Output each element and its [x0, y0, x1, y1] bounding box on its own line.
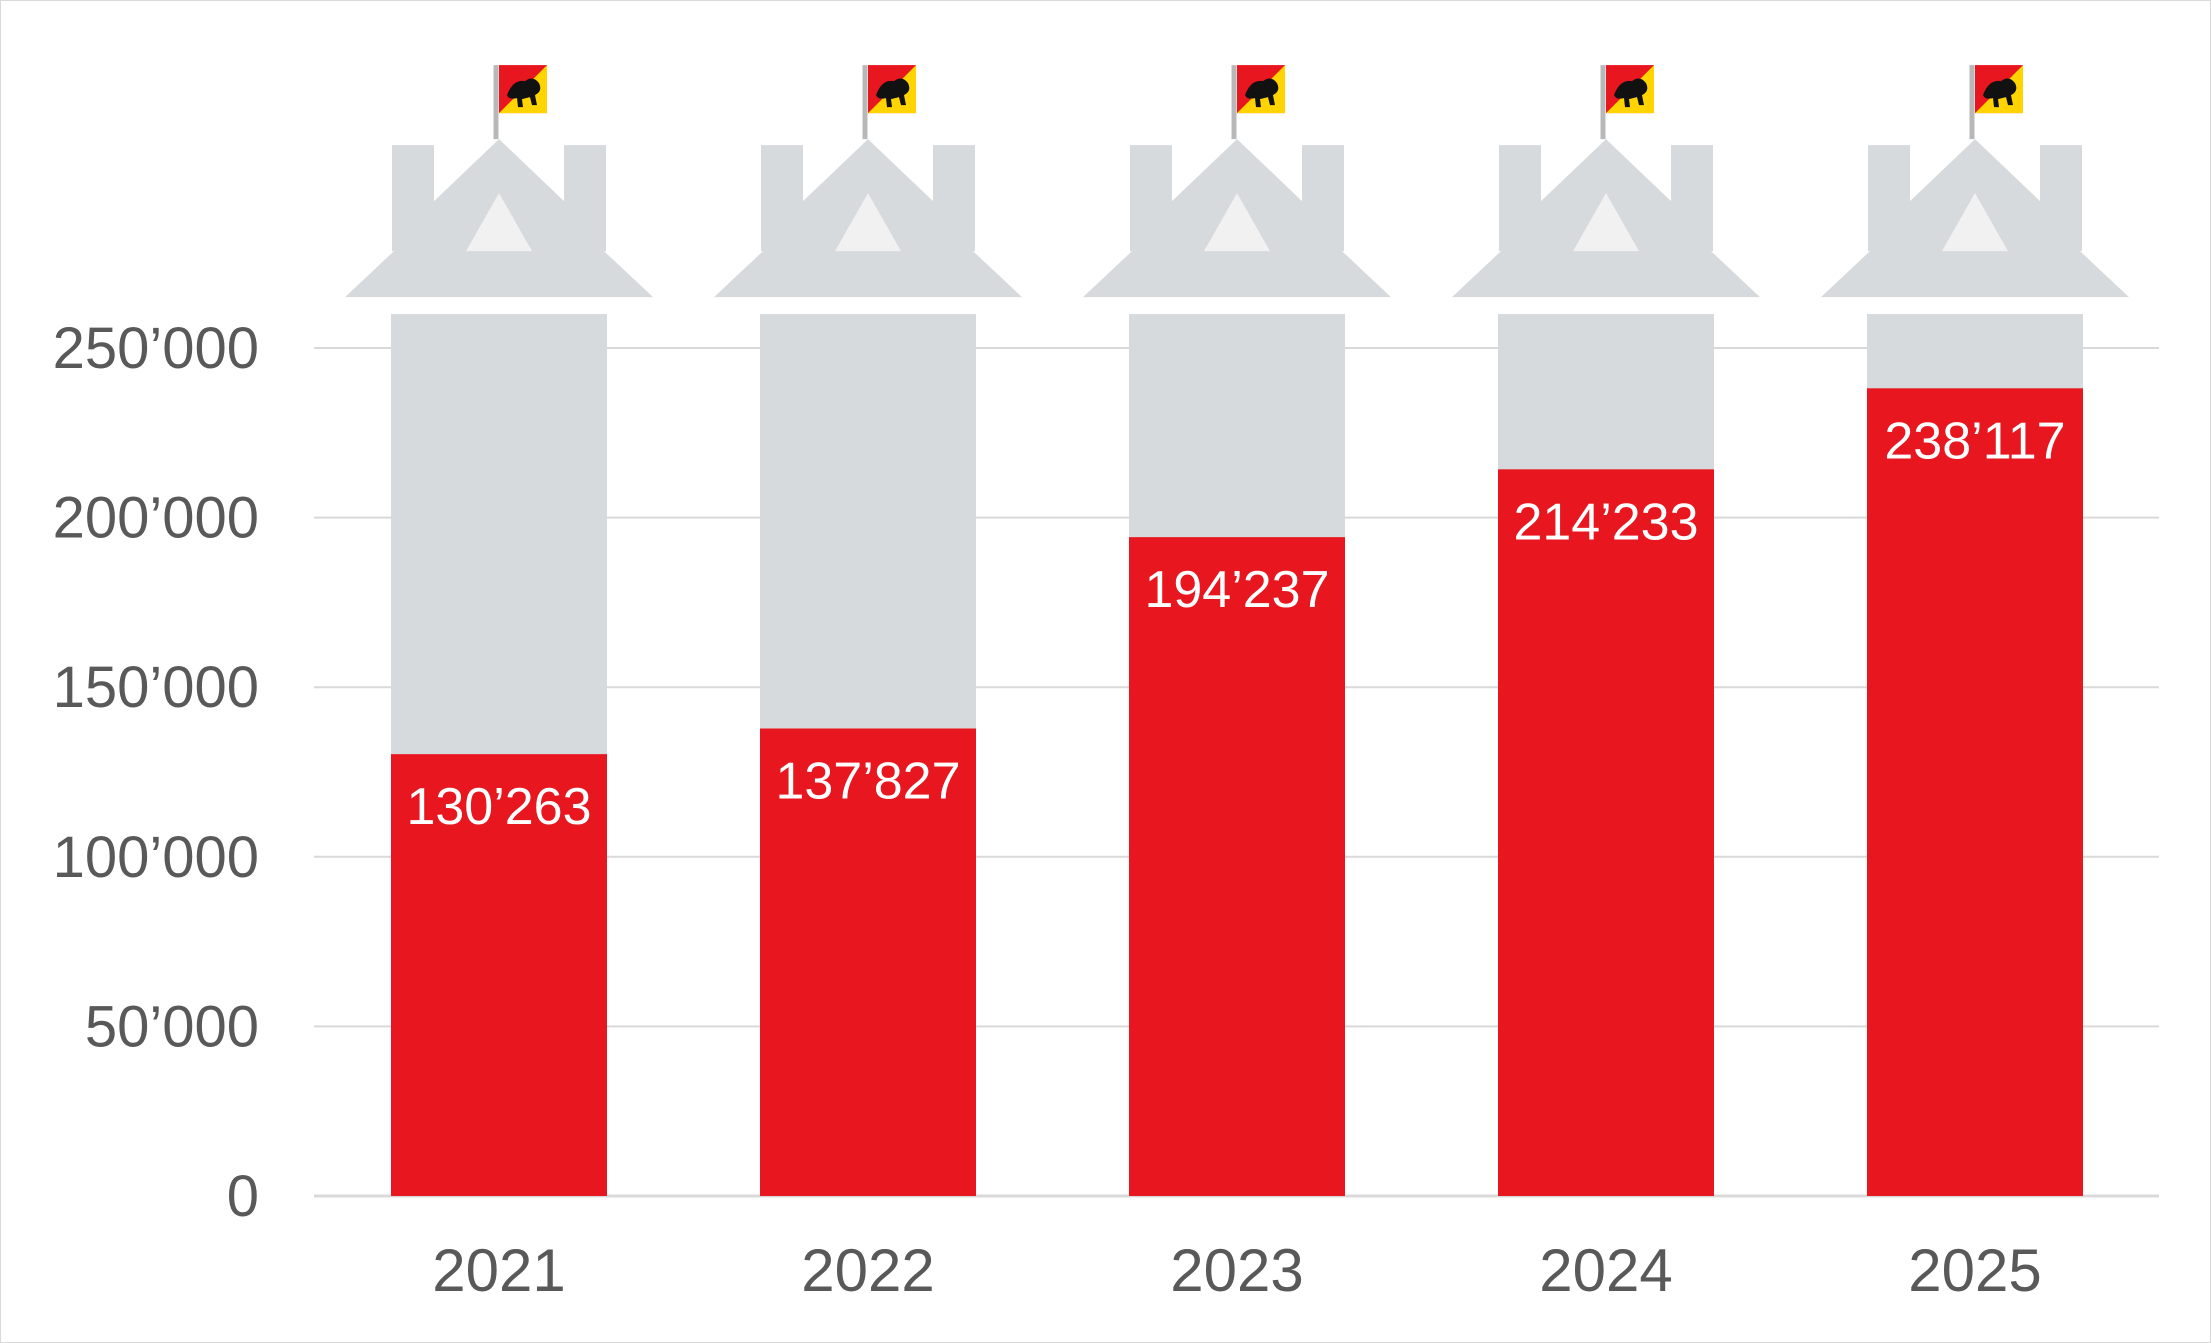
castle-window — [835, 193, 901, 252]
castle-tower — [1821, 65, 2129, 298]
castle-window — [1204, 193, 1270, 252]
y-tick-label: 250’000 — [53, 316, 259, 381]
flag-bear — [1983, 78, 2017, 108]
data-labels: 130’263 137’827 194’237 214’233 238’117 — [406, 412, 2065, 836]
castle-window — [1942, 193, 2008, 252]
bern-flag-icon — [493, 65, 547, 140]
data-label-2021: 130’263 — [406, 778, 591, 836]
data-label-2023: 194’237 — [1144, 561, 1329, 619]
x-tick-label-2021: 2021 — [432, 1237, 565, 1304]
data-label-2025: 238’117 — [1884, 412, 2065, 470]
castle-tower — [1083, 65, 1391, 298]
castle-towers — [345, 65, 2129, 298]
x-tick-label-2025: 2025 — [1908, 1237, 2041, 1304]
bar-2024 — [1498, 469, 1714, 1196]
bar-2025 — [1867, 388, 2083, 1196]
y-tick-label: 200’000 — [53, 486, 259, 551]
y-tick-label: 0 — [227, 1164, 259, 1229]
bar-2021 — [391, 754, 607, 1196]
y-tick-label: 150’000 — [53, 655, 259, 720]
flag-bear — [876, 78, 910, 108]
data-label-2024: 214’233 — [1513, 493, 1698, 551]
bern-flag-icon — [862, 65, 916, 140]
x-tick-label-2022: 2022 — [801, 1237, 934, 1304]
castle-tower — [714, 65, 1022, 298]
castle-window — [1573, 193, 1639, 252]
y-tick-label: 100’000 — [53, 825, 259, 890]
bern-flag-icon — [1969, 65, 2023, 140]
y-tick-label: 50’000 — [85, 994, 259, 1059]
y-axis-tick-labels: 0 50’000 100’000 150’000 200’000 250’000 — [53, 316, 259, 1229]
castle-tower — [1452, 65, 1760, 298]
bars — [391, 314, 2083, 1197]
data-label-2022: 137’827 — [775, 752, 960, 810]
bar-2023 — [1129, 537, 1345, 1196]
x-axis-category-labels: 2021 2022 2023 2024 2025 — [432, 1237, 2041, 1304]
bar-2022 — [760, 728, 976, 1196]
castle-tower — [345, 65, 653, 298]
castle-window — [466, 193, 532, 252]
flag-bear — [507, 78, 541, 108]
x-tick-label-2024: 2024 — [1539, 1237, 1672, 1304]
flag-bear — [1245, 78, 1279, 108]
x-tick-label-2023: 2023 — [1170, 1237, 1303, 1304]
bern-flag-icon — [1600, 65, 1654, 140]
bern-flag-icon — [1231, 65, 1285, 140]
flag-bear — [1614, 78, 1648, 108]
